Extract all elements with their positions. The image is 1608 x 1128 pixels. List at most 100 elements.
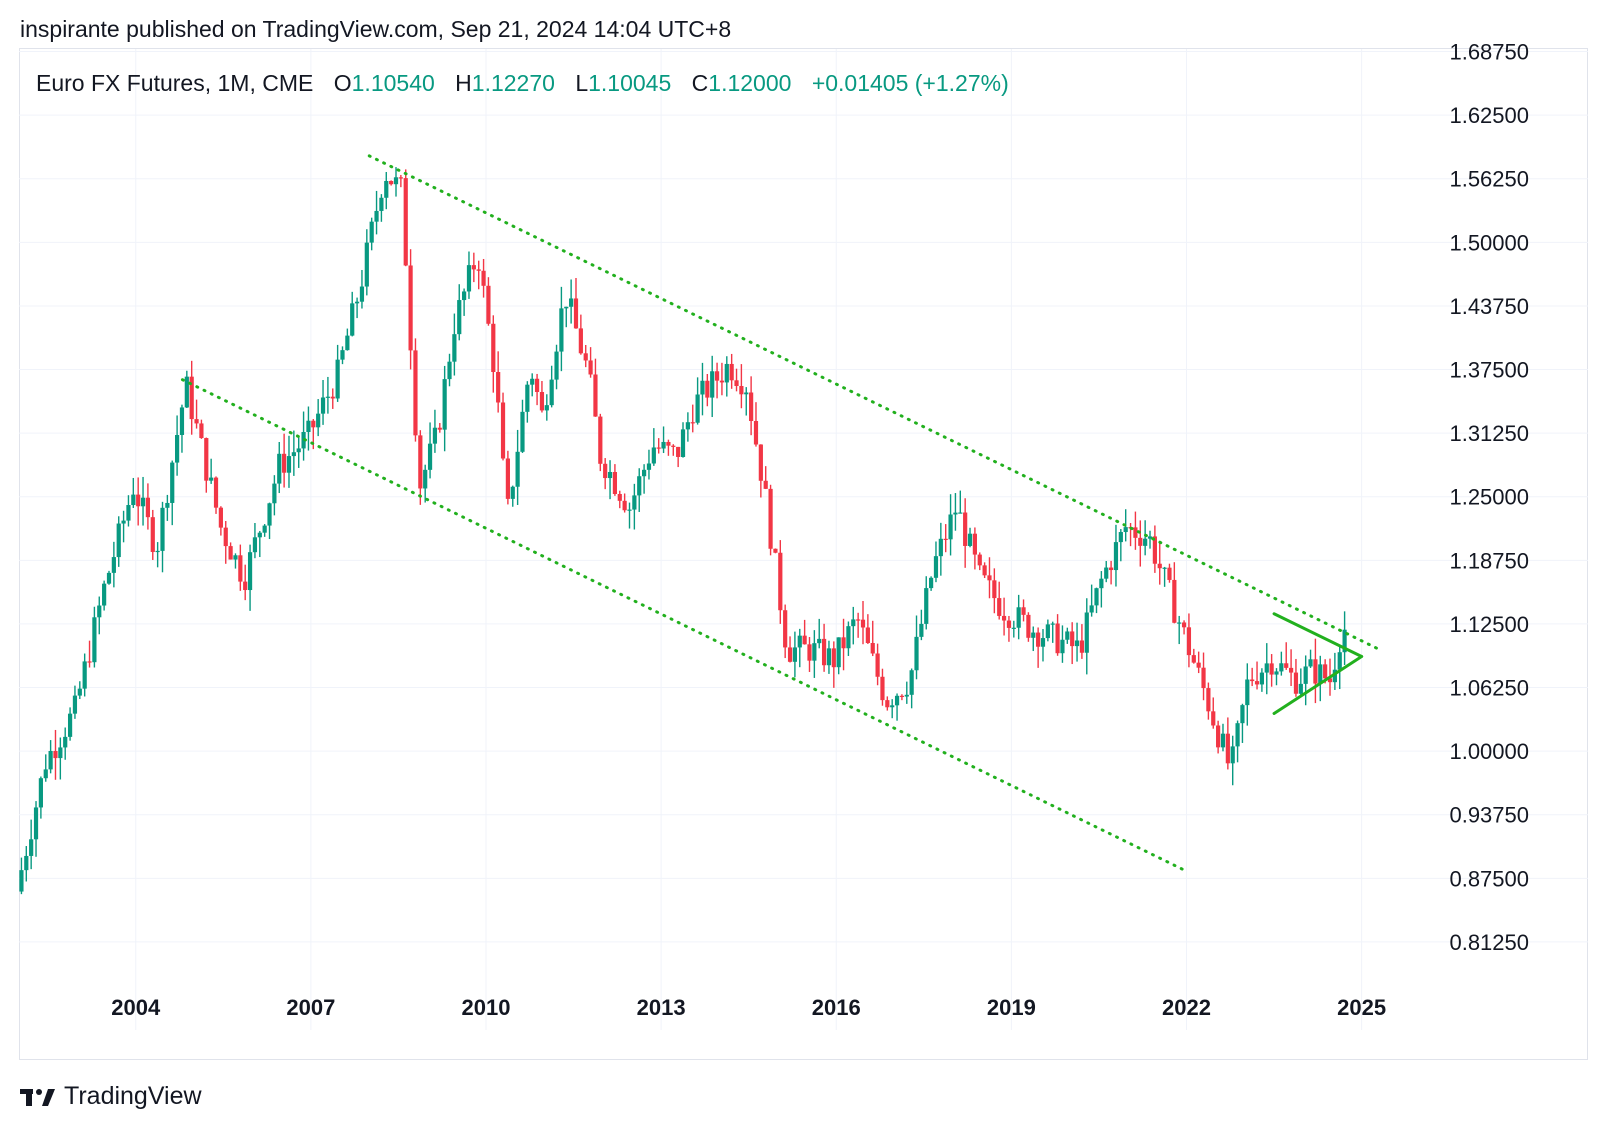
candle-body — [1045, 624, 1050, 639]
candle-body — [1123, 527, 1128, 533]
candle-body — [140, 497, 146, 507]
candle-body — [126, 505, 131, 521]
candle-body — [471, 265, 476, 270]
candle-body — [666, 441, 671, 446]
candle-body — [179, 407, 185, 435]
candle-body — [714, 371, 720, 381]
candle-body — [1201, 667, 1206, 689]
candle-body — [958, 512, 963, 514]
candle-body — [102, 583, 107, 606]
candle-body — [1040, 638, 1046, 647]
candle-body — [486, 285, 491, 324]
footer: TradingView — [20, 1082, 202, 1111]
candle-body — [1060, 639, 1065, 654]
candle-body — [875, 653, 880, 677]
candle-body — [204, 438, 209, 481]
candle-body — [29, 839, 34, 856]
trendlines — [180, 154, 1381, 873]
y-tick-label: 0.81250 — [1449, 930, 1529, 955]
candle-body — [593, 374, 598, 417]
candle-body — [199, 423, 204, 439]
candle-body — [573, 298, 579, 329]
candle-body — [1298, 683, 1303, 694]
candle-body — [797, 635, 802, 648]
candle-body — [870, 642, 875, 654]
candle-body — [753, 421, 759, 445]
candle-body — [106, 572, 112, 584]
candle-body — [617, 494, 622, 501]
candle-body — [690, 422, 695, 424]
candle-body — [938, 538, 943, 557]
open-label: O — [333, 70, 352, 96]
candle-body — [919, 623, 924, 637]
candle-body — [904, 694, 909, 697]
candle-body — [943, 538, 948, 541]
candle-body — [1264, 663, 1269, 673]
y-tick-label: 1.50000 — [1449, 230, 1529, 255]
candle-body — [807, 644, 812, 661]
low-value: 1.10045 — [588, 70, 672, 96]
candle-body — [389, 180, 394, 185]
candle-body — [1196, 662, 1201, 668]
candle-body — [1323, 664, 1328, 679]
candle-body — [223, 527, 228, 547]
candle-body — [1230, 746, 1235, 764]
candle-body — [1254, 681, 1260, 685]
candle-body — [67, 713, 73, 737]
candle-body — [612, 471, 618, 495]
high-label: H — [455, 70, 472, 96]
candle-body — [277, 453, 282, 484]
candle-body — [1186, 627, 1192, 656]
candle-body — [243, 581, 248, 591]
candle-body — [603, 463, 608, 479]
candle-body — [802, 635, 807, 645]
ohlc-legend: Euro FX Futures, 1M, CME O1.10540 H1.122… — [36, 70, 1009, 97]
candle-body — [982, 565, 987, 576]
candle-body — [641, 469, 647, 477]
candle-body — [272, 483, 277, 504]
candle-body — [607, 471, 613, 479]
candle-body — [758, 444, 763, 481]
candle-body — [48, 750, 53, 770]
chart-frame[interactable] — [19, 48, 1588, 1060]
candle-body — [544, 405, 549, 411]
candle-body — [656, 447, 661, 449]
candle-body — [583, 353, 588, 361]
candle-body — [865, 627, 870, 643]
candle-body — [1206, 688, 1211, 712]
candle-body — [1216, 725, 1221, 748]
candle-body — [534, 378, 540, 393]
candle-body — [724, 363, 729, 383]
candle-body — [734, 380, 739, 386]
candle-body — [1036, 632, 1041, 647]
candle-body — [1133, 527, 1138, 538]
candle-body — [121, 520, 126, 524]
candle-body — [831, 648, 836, 668]
candle-body — [719, 380, 725, 383]
candle-body — [1104, 567, 1109, 579]
tradingview-logo-icon — [20, 1088, 55, 1106]
candle-body — [1143, 538, 1148, 546]
candle-body — [1288, 667, 1294, 673]
candle-body — [1240, 705, 1245, 724]
candle-body — [350, 303, 355, 336]
candle-body — [705, 380, 710, 398]
candle-body — [496, 372, 501, 403]
candle-body — [846, 626, 851, 649]
candle-body — [262, 525, 267, 533]
candle-body — [1157, 563, 1162, 569]
candle-body — [700, 380, 705, 395]
candle-body — [1026, 614, 1031, 638]
candle-body — [1284, 663, 1289, 668]
candle-body — [267, 503, 272, 526]
dotted-trendline — [367, 154, 1381, 651]
candle-body — [384, 180, 389, 198]
candle-body — [783, 610, 788, 648]
candle-body — [393, 177, 399, 185]
candle-body — [598, 416, 603, 464]
candle-body — [836, 637, 841, 668]
candle-body — [1211, 711, 1216, 726]
candle-body — [1293, 672, 1299, 694]
candle-body — [452, 334, 457, 362]
